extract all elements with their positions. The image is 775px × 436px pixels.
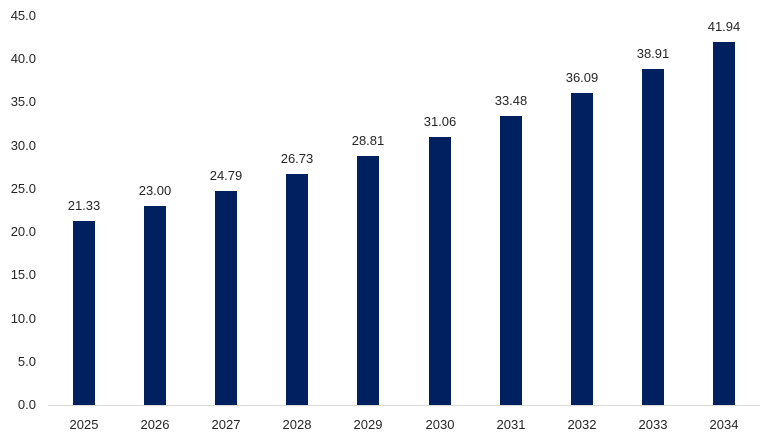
bar-2033: [642, 69, 664, 405]
x-axis-tick-label: 2032: [567, 417, 597, 432]
bar-value-label: 23.00: [138, 183, 172, 198]
x-axis-tick-label: 2028: [282, 417, 312, 432]
bar-2029: [357, 156, 379, 405]
bar-2027: [215, 191, 237, 405]
bar-2031: [500, 116, 522, 405]
bar-value-label: 41.94: [707, 19, 741, 34]
bar-value-label: 28.81: [351, 133, 385, 148]
bar-2028: [286, 174, 308, 405]
bar-value-label: 26.73: [280, 151, 314, 166]
x-axis-tick-label: 2030: [425, 417, 455, 432]
bar-value-label: 24.79: [209, 168, 243, 183]
bar-2034: [713, 42, 735, 405]
bar-2025: [73, 221, 95, 405]
y-axis-tick-label: 30.0: [10, 137, 36, 153]
bar-value-label: 21.33: [67, 198, 101, 213]
bar-value-label: 31.06: [423, 114, 457, 129]
y-axis-tick-label: 10.0: [10, 310, 36, 326]
y-axis-tick-label: 5.0: [17, 353, 36, 369]
x-axis-tick-label: 2031: [496, 417, 526, 432]
bar-2032: [571, 93, 593, 405]
bar-value-label: 38.91: [636, 46, 670, 61]
y-axis-tick-label: 45.0: [10, 8, 36, 23]
bar-value-label: 36.09: [565, 70, 599, 85]
x-axis-tick-label: 2029: [353, 417, 383, 432]
y-axis-tick-label: 0.0: [17, 397, 36, 412]
bar-2030: [429, 137, 451, 405]
y-axis-tick-label: 35.0: [10, 94, 36, 110]
bar-value-label: 33.48: [494, 93, 528, 108]
y-axis-tick-label: 20.0: [10, 224, 36, 240]
y-axis-tick-label: 40.0: [10, 51, 36, 67]
bar-2026: [144, 206, 166, 405]
x-axis-line: [48, 405, 760, 406]
x-axis-tick-label: 2025: [69, 417, 99, 432]
x-axis-tick-label: 2026: [140, 417, 170, 432]
x-axis-tick-label: 2027: [211, 417, 241, 432]
y-axis-tick-label: 25.0: [10, 180, 36, 196]
x-axis-tick-label: 2033: [638, 417, 668, 432]
x-axis-tick-label: 2034: [709, 417, 739, 432]
y-axis-tick-label: 15.0: [10, 267, 36, 283]
